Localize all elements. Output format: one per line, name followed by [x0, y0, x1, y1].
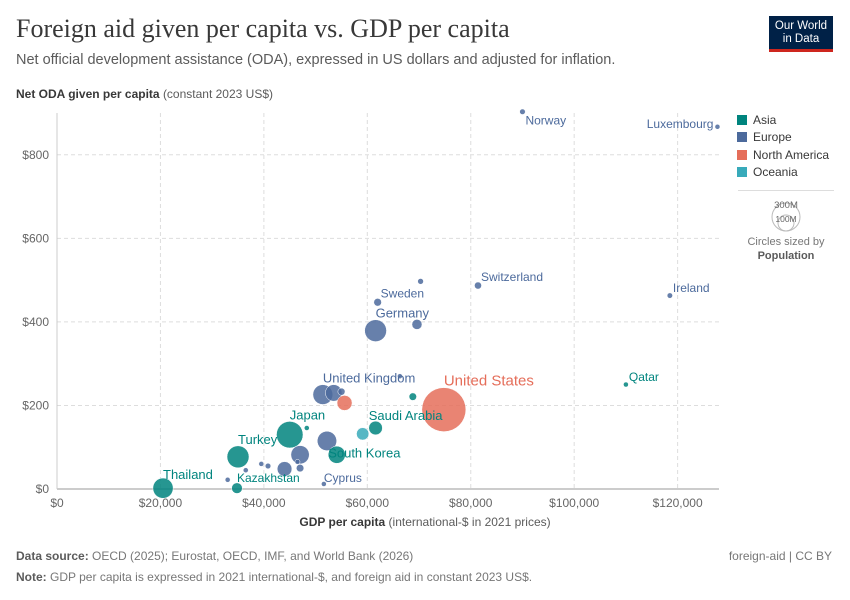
y-axis-label-main: Net ODA given per capita [16, 87, 160, 101]
data-point [373, 298, 382, 307]
data-label: Luxembourg [647, 117, 714, 131]
data-label: South Korea [328, 446, 401, 461]
legend-swatch [737, 114, 747, 125]
data-point [666, 292, 673, 299]
y-tick-label: $800 [22, 148, 49, 162]
y-tick-label: $0 [36, 482, 50, 496]
x-axis-label: GDP per capita (international-$ in 2021 … [0, 515, 850, 529]
data-point [337, 387, 346, 396]
data-point [296, 464, 305, 473]
data-point [474, 281, 482, 290]
chart-subtitle: Net official development assistance (ODA… [16, 52, 616, 68]
size-legend: 300M 100M Circles sized by Population [738, 190, 834, 262]
x-tick-label: $100,000 [549, 496, 599, 510]
data-label: Switzerland [481, 270, 543, 284]
x-axis-label-unit: (international-$ in 2021 prices) [388, 515, 551, 529]
data-label: Thailand [163, 467, 213, 482]
data-point [368, 420, 383, 436]
data-point [226, 445, 250, 469]
data-point [276, 461, 293, 477]
legend-label: Oceania [753, 165, 798, 180]
y-axis-label: Net ODA given per capita (constant 2023 … [16, 87, 273, 101]
data-label: Qatar [629, 370, 659, 384]
data-label: United States [444, 373, 534, 390]
data-point [327, 445, 346, 464]
data-label: Turkey [238, 432, 278, 447]
legend-item-oceania[interactable]: Oceania [737, 164, 829, 182]
size-legend-circles: 300M 100M [771, 200, 801, 232]
data-label: Cyprus [324, 471, 362, 485]
data-label: United Kingdom [323, 371, 416, 386]
data-point [519, 108, 526, 115]
y-tick-label: $400 [22, 315, 49, 329]
data-point [243, 467, 249, 473]
y-tick-label: $600 [22, 231, 49, 245]
x-tick-label: $0 [50, 496, 64, 510]
data-label: Japan [290, 407, 325, 422]
data-point [290, 445, 310, 465]
data-point [417, 278, 424, 285]
data-point [224, 477, 231, 483]
x-tick-label: $80,000 [449, 496, 493, 510]
data-point [408, 392, 417, 401]
source-label: Data source: [16, 549, 89, 563]
legend-label: Asia [753, 112, 777, 127]
data-point [421, 387, 467, 432]
legend-item-north-america[interactable]: North America [737, 146, 829, 164]
x-tick-label: $20,000 [139, 496, 183, 510]
x-tick-label: $40,000 [242, 496, 286, 510]
owid-logo[interactable]: Our World in Data [769, 16, 833, 52]
data-point [258, 461, 265, 467]
y-axis-label-unit: (constant 2023 US$) [162, 87, 273, 101]
legend-swatch [737, 167, 747, 178]
data-point [152, 477, 174, 499]
size-legend-large: 300M [774, 200, 798, 211]
legend-label: Europe [753, 130, 792, 145]
data-source: Data source: OECD (2025); Eurostat, OECD… [16, 549, 413, 563]
data-point [276, 421, 304, 449]
data-point [623, 381, 629, 388]
legend-item-europe[interactable]: Europe [737, 129, 829, 147]
data-point [294, 459, 301, 465]
data-point [336, 395, 353, 411]
chart-title: Foreign aid given per capita vs. GDP per… [16, 14, 510, 43]
x-tick-label: $120,000 [653, 496, 703, 510]
note-text: GDP per capita is expressed in 2021 inte… [50, 570, 533, 584]
size-caption: Circles sized by [747, 236, 825, 248]
legend-item-asia[interactable]: Asia [737, 111, 829, 129]
data-point [231, 482, 243, 494]
legend: Asia Europe North America Oceania [737, 111, 829, 181]
legend-label: North America [753, 147, 830, 162]
size-legend-small: 100M [775, 214, 796, 224]
data-point [264, 462, 272, 470]
data-point [364, 319, 387, 342]
source-text[interactable]: OECD (2025); Eurostat, OECD, IMF, and Wo… [92, 549, 414, 563]
x-tick-label: $60,000 [346, 496, 390, 510]
data-label: Germany [376, 306, 430, 321]
data-point [317, 431, 337, 451]
data-label: Norway [525, 114, 566, 128]
legend-swatch [737, 149, 747, 160]
data-point [714, 124, 721, 130]
data-point [304, 425, 310, 431]
note: Note: GDP per capita is expressed in 202… [16, 570, 532, 584]
data-point [411, 319, 423, 330]
data-label: Sweden [381, 286, 424, 300]
x-axis-label-main: GDP per capita [299, 515, 386, 529]
note-label: Note: [16, 570, 47, 584]
data-point [321, 481, 327, 487]
legend-swatch [737, 132, 747, 143]
data-label: Saudi Arabia [369, 408, 443, 423]
credit[interactable]: foreign-aid | CC BY [728, 549, 832, 563]
data-label: Kazakhstan [237, 471, 300, 485]
y-tick-label: $200 [22, 398, 49, 412]
size-variable[interactable]: Population [757, 250, 815, 262]
data-point [356, 427, 370, 441]
data-point [397, 373, 403, 379]
data-label: Ireland [673, 281, 710, 295]
